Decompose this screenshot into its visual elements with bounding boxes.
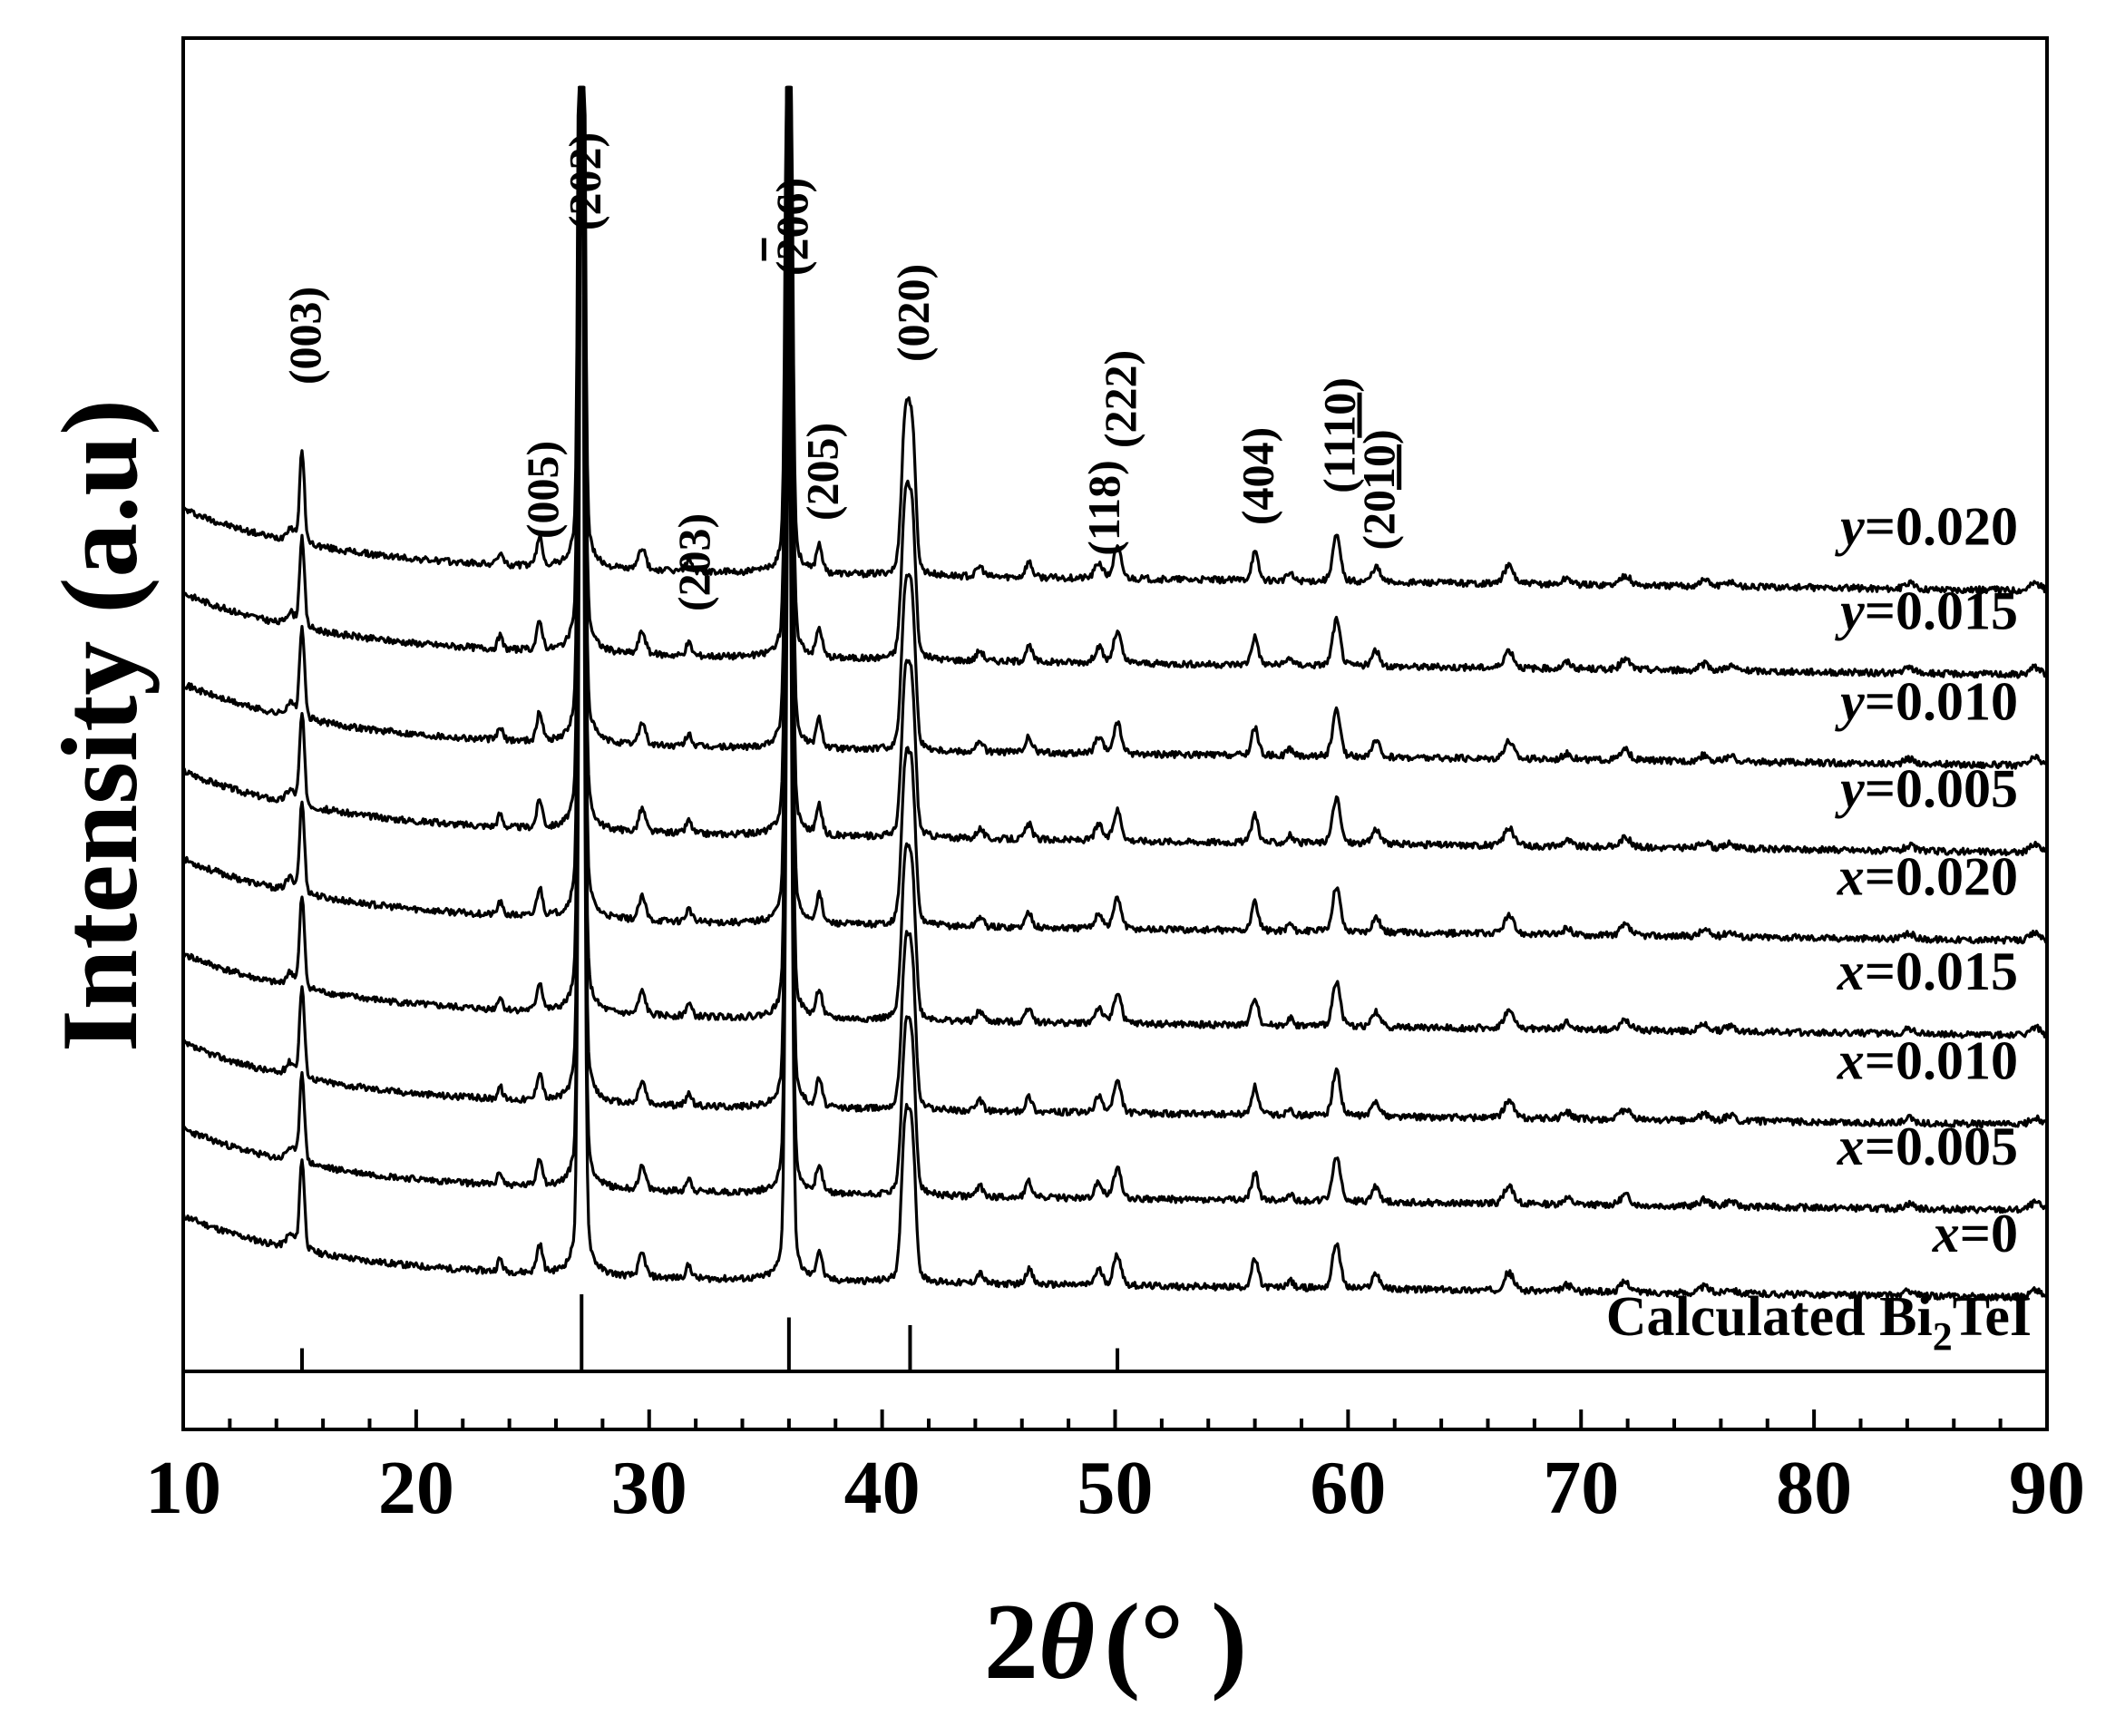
diffraction-traces [181,85,2049,1302]
x-tick-label: 40 [844,1446,921,1530]
series-label: x=0.005 [1837,1117,2018,1176]
trace-x-0.015 [181,85,2049,1039]
series-label: x=0.010 [1837,1031,2018,1091]
reflection-label: (020) [887,264,938,362]
reflection-label: (222) [1095,350,1145,448]
trace-y-0.010 [182,85,2049,770]
x-axis-title: 2θ(° ) [984,1581,1247,1702]
trace-x-0.010 [181,85,2049,1129]
trace-x-0.005 [181,85,2049,1214]
reflection-label: (203) [668,513,719,611]
reflection-label: (2010) [1353,429,1404,550]
series-label: x=0.015 [1837,941,2018,1001]
reflection-label: (205) [796,423,847,521]
x-tick-label: 50 [1077,1446,1154,1530]
trace-y-0.005 [182,85,2049,857]
series-labels: x=0 x=0.005 x=0.010 x=0.015 x=0.020 y=0.005 y=… [1835,496,2018,1263]
series-label: y=0.010 [1835,671,2018,731]
x-tick-label: 30 [611,1446,687,1530]
x-axis-ticks: 10 20 30 40 50 60 70 80 90 [145,1409,2085,1530]
x-tick-label: 70 [1543,1446,1619,1530]
series-label: y=0.020 [1835,496,2018,556]
reflection-label: (003) [279,287,330,385]
trace-x-0.020 [181,85,2048,945]
reflection-label: (404) [1233,427,1283,525]
series-label: x=0.020 [1837,847,2018,907]
trace-y-0.015 [181,85,2049,679]
x-tick-label: 60 [1310,1446,1386,1530]
x-tick-label: 10 [145,1446,221,1530]
reference-label: Calculated Bi2TeI [1606,1286,2032,1359]
x-tick-label: 20 [378,1446,454,1530]
reflection-label: (1110) [1314,377,1365,493]
y-axis-title: Intensity (a.u) [39,399,160,1052]
series-label: y=0.005 [1835,758,2018,818]
trace-x-0 [181,85,2048,1302]
reference-sticks [300,1294,1120,1371]
reflection-labels: (003) (005) (202) (203) (205) (206) (020) (118)… [279,132,1404,611]
reflection-label: (202) [559,132,609,230]
series-label: x=0 [1932,1204,2018,1263]
x-tick-label: 90 [2009,1446,2085,1530]
series-label: y=0.015 [1835,580,2018,640]
reflection-label: (206) [766,178,817,276]
reflection-label: (005) [517,441,568,539]
trace-y-0.020 [181,85,2049,595]
x-tick-label: 80 [1776,1446,1852,1530]
reflection-label: (118) [1078,460,1129,556]
